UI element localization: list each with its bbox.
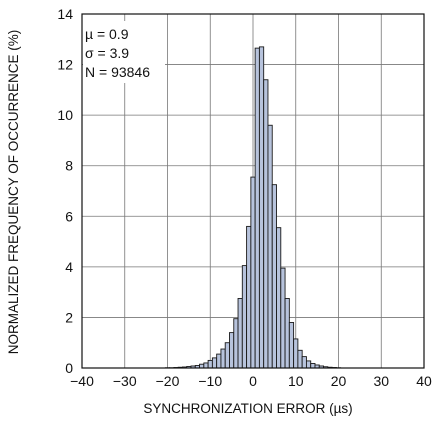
histogram-bar bbox=[271, 184, 277, 369]
plot-frame bbox=[81, 13, 425, 369]
y-tick-label: 10 bbox=[57, 107, 73, 123]
histogram-bar bbox=[288, 322, 295, 369]
y-tick-label: 8 bbox=[65, 158, 73, 174]
y-tick-label: 0 bbox=[65, 360, 73, 376]
histogram-bar bbox=[241, 265, 248, 369]
x-tick-label: 20 bbox=[331, 373, 347, 389]
x-axis-title: SYNCHRONIZATION ERROR (µs) bbox=[143, 401, 352, 416]
histogram-bar bbox=[203, 362, 209, 369]
histogram-bar bbox=[301, 356, 307, 369]
histogram-bar bbox=[207, 359, 213, 369]
histogram-bar bbox=[229, 332, 235, 369]
histogram-bar bbox=[310, 362, 316, 369]
histogram-bar bbox=[280, 267, 286, 369]
histogram-bar bbox=[305, 360, 312, 369]
histogram-bar bbox=[237, 298, 243, 369]
y-tick-label: 6 bbox=[65, 208, 73, 224]
x-tick-label: 40 bbox=[416, 373, 432, 389]
histogram-bar bbox=[224, 342, 230, 369]
histogram-bar bbox=[250, 176, 256, 369]
y-axis-ticks: 0 2 4 6 8 10 12 14 bbox=[57, 6, 73, 376]
stat-n: N = 93846 bbox=[85, 64, 150, 80]
x-tick-label: −20 bbox=[156, 373, 180, 389]
histogram-bar bbox=[267, 124, 273, 369]
x-tick-label: 30 bbox=[373, 373, 389, 389]
histogram-bar bbox=[276, 227, 282, 369]
histogram-bar bbox=[233, 318, 239, 369]
stat-mu: µ = 0.9 bbox=[85, 26, 129, 42]
histogram-bar bbox=[246, 225, 252, 369]
y-tick-label: 2 bbox=[65, 309, 73, 325]
histogram-bar bbox=[284, 298, 290, 369]
y-axis-title: NORMALIZED FREQUENCY OF OCCURRENCE (%) bbox=[6, 30, 21, 355]
x-axis-ticks: −40 −30 −20 −10 0 10 20 30 40 bbox=[70, 373, 432, 389]
histogram-bar bbox=[220, 348, 226, 369]
x-tick-label: −40 bbox=[70, 373, 94, 389]
y-tick-label: 14 bbox=[57, 6, 73, 22]
histogram-bar bbox=[297, 349, 303, 369]
histogram-bar bbox=[216, 353, 222, 369]
histogram-bar bbox=[258, 46, 265, 369]
y-tick-label: 12 bbox=[57, 57, 73, 73]
x-tick-label: −30 bbox=[113, 373, 137, 389]
stats-box bbox=[83, 21, 165, 83]
y-tick-label: 4 bbox=[65, 259, 73, 275]
x-tick-label: 0 bbox=[249, 373, 257, 389]
histogram-bar bbox=[293, 338, 299, 369]
histogram-bar bbox=[254, 47, 260, 369]
stat-sigma: σ = 3.9 bbox=[85, 45, 129, 61]
histogram-bar bbox=[211, 357, 218, 369]
x-tick-label: −10 bbox=[198, 373, 222, 389]
histogram-bar bbox=[263, 79, 269, 369]
x-tick-label: 10 bbox=[288, 373, 304, 389]
